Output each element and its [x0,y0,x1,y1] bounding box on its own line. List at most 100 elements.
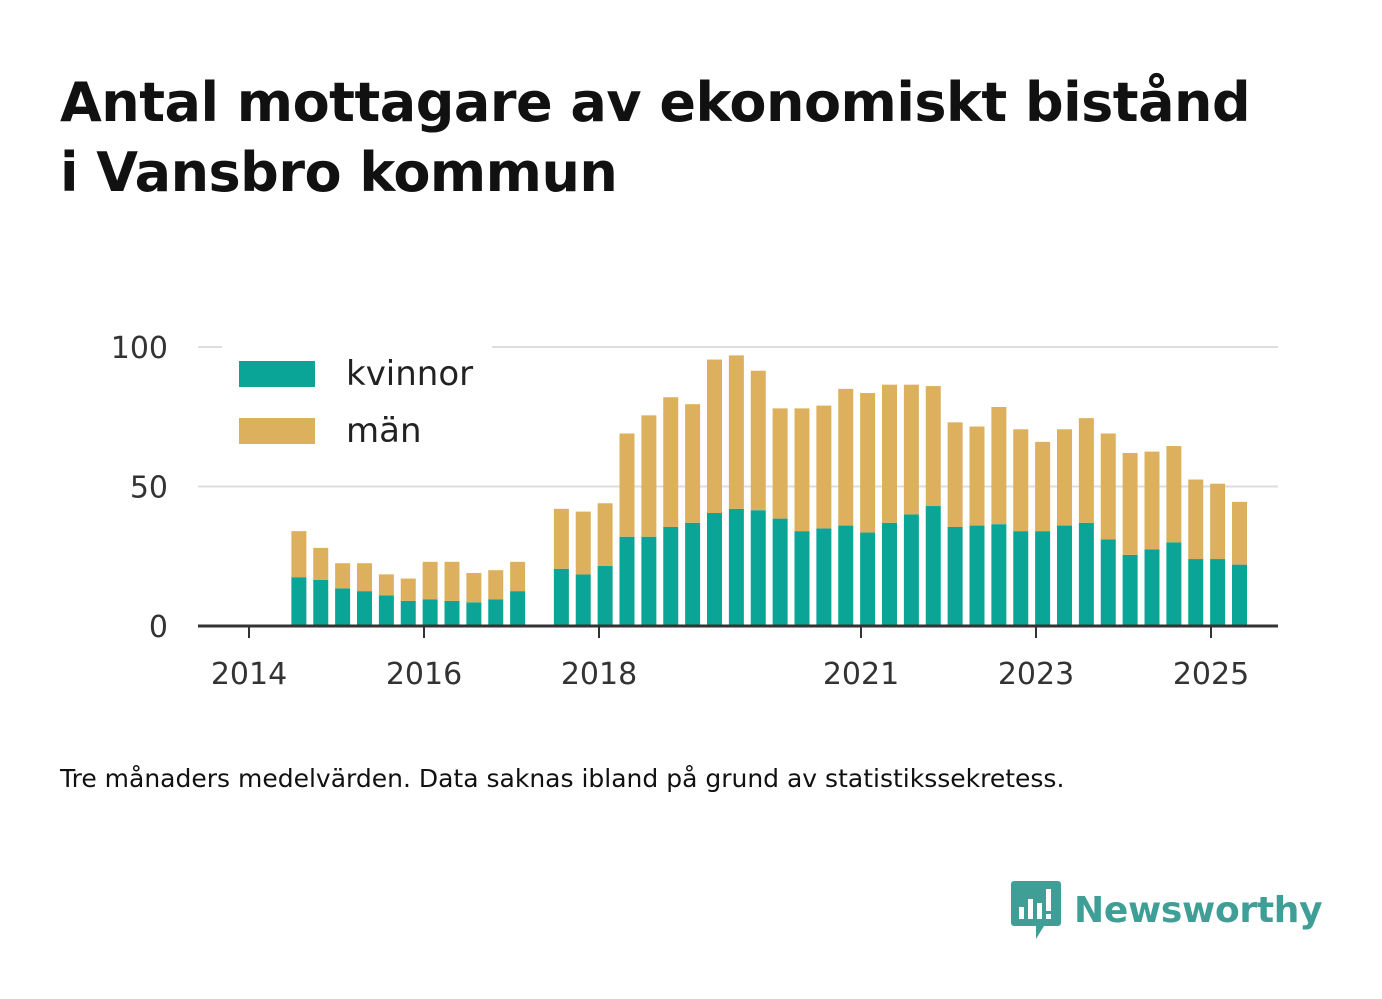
bar-man [1166,446,1182,543]
bar-kvinnor [335,588,351,626]
bar-man [882,384,897,523]
bar-kvinnor [772,518,788,626]
bar-kvinnor [947,526,963,626]
bar-kvinnor [466,602,482,626]
bar-kvinnor [378,595,394,626]
bar-man [510,561,526,592]
x-tick-label: 2025 [1173,657,1249,692]
bar-kvinnor [444,600,460,626]
bar-kvinnor [794,531,810,626]
bar-kvinnor [1188,559,1204,626]
x-tick-label: 2021 [823,657,899,692]
bar-man [357,563,372,592]
bar-kvinnor [750,510,766,626]
bar-kvinnor [1232,564,1247,626]
legend-label: män [346,411,422,451]
bar-man [313,547,329,580]
chart-title-line-2: i Vansbro kommun [60,141,618,204]
bars [291,355,1247,626]
bar-man [597,503,613,567]
bar-man [1035,441,1051,532]
bar-man [903,384,919,515]
bar-kvinnor [707,513,722,626]
newsworthy-logo: Newsworthy [1010,878,1323,942]
bar-kvinnor [357,591,372,626]
bar-kvinnor [925,506,941,626]
legend: kvinnor män [222,338,492,458]
bar-man [947,422,963,527]
y-tick-label: 100 [111,331,168,366]
bar-kvinnor [1013,531,1029,626]
bar-kvinnor [1100,539,1116,626]
bar-kvinnor [882,522,897,626]
legend-swatch [239,361,315,387]
bar-man [728,355,744,509]
bar-kvinnor [903,514,919,626]
bar-kvinnor [728,508,744,626]
bar-kvinnor [1210,559,1226,626]
x-tick-label: 2018 [561,657,637,692]
bar-man [488,570,504,600]
bar-man [860,393,876,533]
x-tick-label: 2016 [386,657,462,692]
bar-kvinnor [1057,525,1072,626]
bar-man [838,388,854,526]
bar-man [422,561,438,600]
bar-kvinnor [619,536,635,626]
legend-swatch [239,418,315,444]
bar-man [641,415,657,537]
bar-man [1013,429,1029,532]
bar-man [1057,429,1072,526]
bar-chart-speech-bubble-icon [1011,881,1061,939]
bar-man [969,426,985,526]
bar-man [378,574,394,596]
bar-kvinnor [816,528,832,626]
bar-man [772,408,788,519]
brand-name: Newsworthy [1074,889,1323,931]
bar-kvinnor [1144,549,1160,626]
bar-kvinnor [991,524,1007,626]
bar-kvinnor [510,591,526,626]
x-tick-label: 2014 [211,657,287,692]
footnote: Tre månaders medelvärden. Data saknas ib… [60,764,1065,793]
bar-kvinnor [838,525,854,626]
bar-kvinnor [685,522,701,626]
bar-kvinnor [553,568,569,626]
bar-man [685,404,701,523]
bar-kvinnor [1166,542,1182,626]
bar-man [575,511,591,575]
bar-man [794,408,810,532]
bar-man [707,359,722,514]
bar-man [335,563,351,589]
bar-kvinnor [313,579,329,626]
chart-title: Antal mottagare av ekonomiskt bistånd i … [60,68,1340,208]
bar-man [1100,433,1116,540]
bar-kvinnor [597,566,613,626]
bar-kvinnor [422,599,438,626]
bar-man [444,561,460,601]
bar-man [1232,501,1247,565]
bar-man [925,386,941,507]
y-tick-label: 50 [130,471,168,506]
bar-kvinnor [291,577,307,626]
bar-kvinnor [1035,531,1051,626]
bar-man [1078,418,1094,523]
bar-kvinnor [860,532,876,626]
bar-man [619,433,635,537]
bar-kvinnor [663,526,679,626]
bar-kvinnor [1078,522,1094,626]
chart-title-line-1: Antal mottagare av ekonomiskt bistånd [60,71,1251,134]
bar-man [553,508,569,569]
bar-kvinnor [575,574,591,626]
bar-man [663,397,679,527]
bar-man [400,578,416,601]
y-tick-label: 0 [149,610,168,645]
bar-man [291,531,307,578]
bar-man [750,370,766,511]
legend-label: kvinnor [346,354,473,394]
bar-kvinnor [400,600,416,626]
bar-man [991,406,1007,525]
bar-man [1144,451,1160,550]
bar-man [466,572,482,603]
